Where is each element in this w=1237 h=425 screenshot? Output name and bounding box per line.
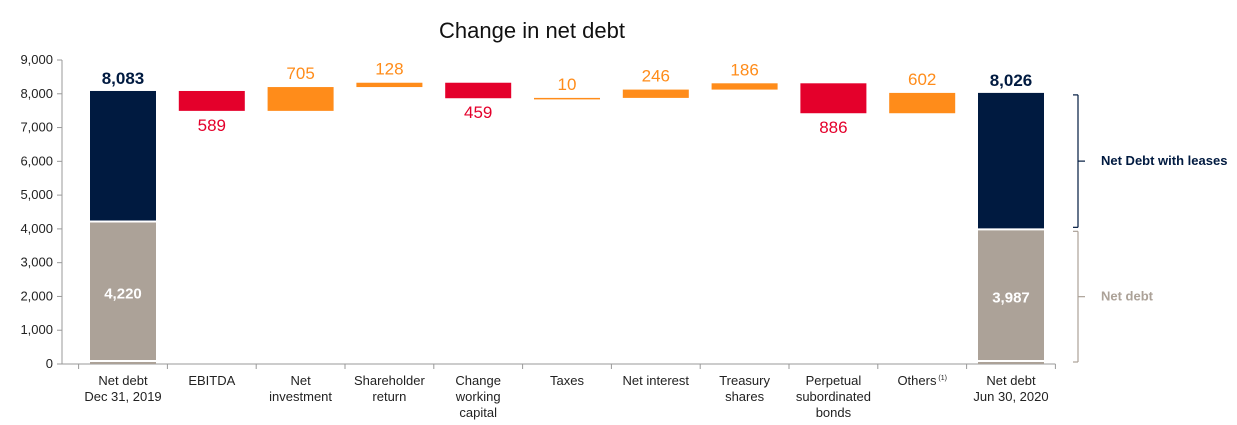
y-tick-label: 4,000	[20, 221, 53, 236]
category-label: bonds	[816, 405, 852, 420]
category-label: capital	[459, 405, 497, 420]
y-tick-label: 1,000	[20, 322, 53, 337]
step-value-label: 459	[464, 103, 492, 122]
y-tick-label: 7,000	[20, 120, 53, 135]
bar-net-debt	[90, 221, 156, 364]
category-label: Shareholder	[354, 373, 425, 388]
category-label: shares	[725, 389, 765, 404]
total-value-label: 8,083	[102, 69, 145, 88]
category-label: Others (1)	[897, 373, 947, 388]
step-value-label: 10	[558, 75, 577, 94]
category-label: Taxes	[550, 373, 584, 388]
bar-increase	[356, 82, 423, 88]
bar-increase	[534, 97, 600, 100]
bracket: Net Debt with leases	[1073, 94, 1227, 228]
bar-leases	[90, 90, 156, 222]
bar-net-debt	[978, 229, 1044, 364]
category-label: investment	[269, 389, 332, 404]
bracket-label: Net Debt with leases	[1101, 153, 1227, 168]
bar-increase	[711, 83, 778, 90]
y-tick-label: 0	[46, 356, 53, 371]
bar-decrease	[800, 83, 867, 114]
step-value-label: 705	[286, 64, 314, 83]
bar-leases	[978, 92, 1044, 230]
y-tick-label: 3,000	[20, 255, 53, 270]
brackets: Net Debt with leases Net debt	[1073, 94, 1227, 363]
step-value-label: 602	[908, 70, 936, 89]
bar-increase	[622, 89, 689, 98]
step-value-label: 589	[198, 116, 226, 135]
step-value-label: 186	[730, 60, 758, 79]
category-footnote-marker: (1)	[936, 375, 947, 382]
category-label: Jun 30, 2020	[973, 389, 1048, 404]
bar-increase	[267, 87, 334, 111]
category-label: Treasury	[719, 373, 770, 388]
category-label: Dec 31, 2019	[84, 389, 161, 404]
category-label: Net debt	[986, 373, 1036, 388]
category-label: Net	[290, 373, 311, 388]
step-value-label: 246	[642, 67, 670, 86]
y-tick-label: 2,000	[20, 288, 53, 303]
y-tick-label: 5,000	[20, 187, 53, 202]
bar-decrease	[445, 82, 512, 99]
step-value-label: 128	[375, 60, 403, 79]
category-label: Change	[455, 373, 501, 388]
category-label: return	[372, 389, 406, 404]
category-label: EBITDA	[188, 373, 235, 388]
net-debt-value-label: 3,987	[992, 290, 1030, 307]
total-value-label: 8,026	[990, 71, 1033, 90]
category-label: Perpetual	[806, 373, 862, 388]
y-tick-label: 8,000	[20, 86, 53, 101]
category-label: Net interest	[623, 373, 690, 388]
y-tick-label: 9,000	[20, 52, 53, 67]
bar-increase	[889, 92, 956, 114]
category-label: subordinated	[796, 389, 871, 404]
category-label: Net debt	[98, 373, 148, 388]
y-tick-label: 6,000	[20, 153, 53, 168]
category-label: working	[455, 389, 501, 404]
chart-title: Change in net debt	[439, 18, 625, 43]
bracket: Net debt	[1073, 230, 1154, 363]
bracket-label: Net debt	[1101, 289, 1154, 304]
axes: 0 1,000 2,000 3,000 4,000 5,000 6,000 7,000 8,00…	[20, 52, 1056, 371]
bars	[90, 82, 1044, 364]
bar-decrease	[178, 90, 245, 111]
step-value-label: 886	[819, 118, 847, 137]
net-debt-value-label: 4,220	[104, 286, 142, 303]
